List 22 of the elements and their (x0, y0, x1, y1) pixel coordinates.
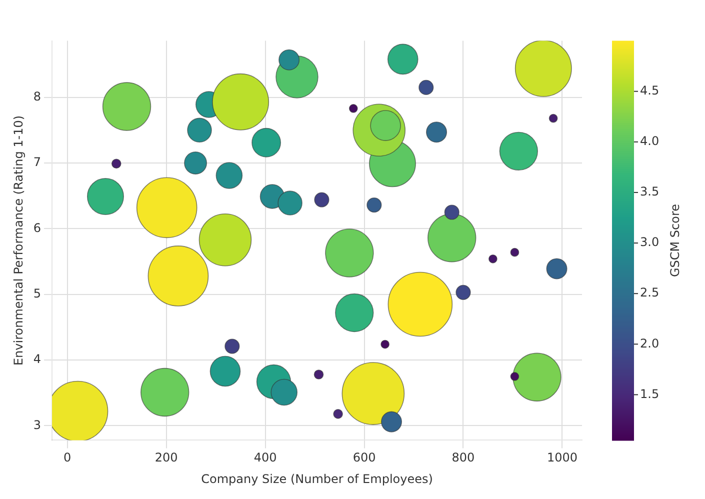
x-tick-label: 1000 (546, 450, 578, 465)
color-bar-label: 2.5 (640, 286, 660, 300)
color-bar-label: 3.0 (640, 235, 660, 250)
y-tick-label: 4 (33, 352, 42, 366)
x-tick-label: 800 (452, 450, 475, 465)
x-tick-label: 200 (154, 450, 178, 465)
color-bar-label: 4.5 (640, 83, 660, 98)
x-tick-label: 400 (254, 450, 277, 465)
y-tick-label: 3 (33, 418, 42, 432)
y-tick-label: 8 (33, 89, 42, 104)
y-tick-label: 7 (33, 155, 42, 170)
color-bar-label: 1.5 (640, 386, 660, 401)
x-axis-title: Company Size (Number of Employees) (201, 472, 433, 486)
x-tick-label: 0 (64, 450, 72, 465)
color-bar-label: 4.0 (640, 134, 660, 148)
y-tick-label: 6 (33, 220, 42, 235)
y-axis-title: Environmental Performance (Rating 1-10) (11, 115, 26, 366)
y-tick-label: 5 (33, 286, 42, 300)
color-bar-label: 3.5 (640, 184, 660, 199)
x-tick-label: 600 (352, 450, 376, 465)
color-bar-label: 2.0 (640, 336, 660, 350)
color-bar-title: GSCM Score (668, 204, 682, 278)
